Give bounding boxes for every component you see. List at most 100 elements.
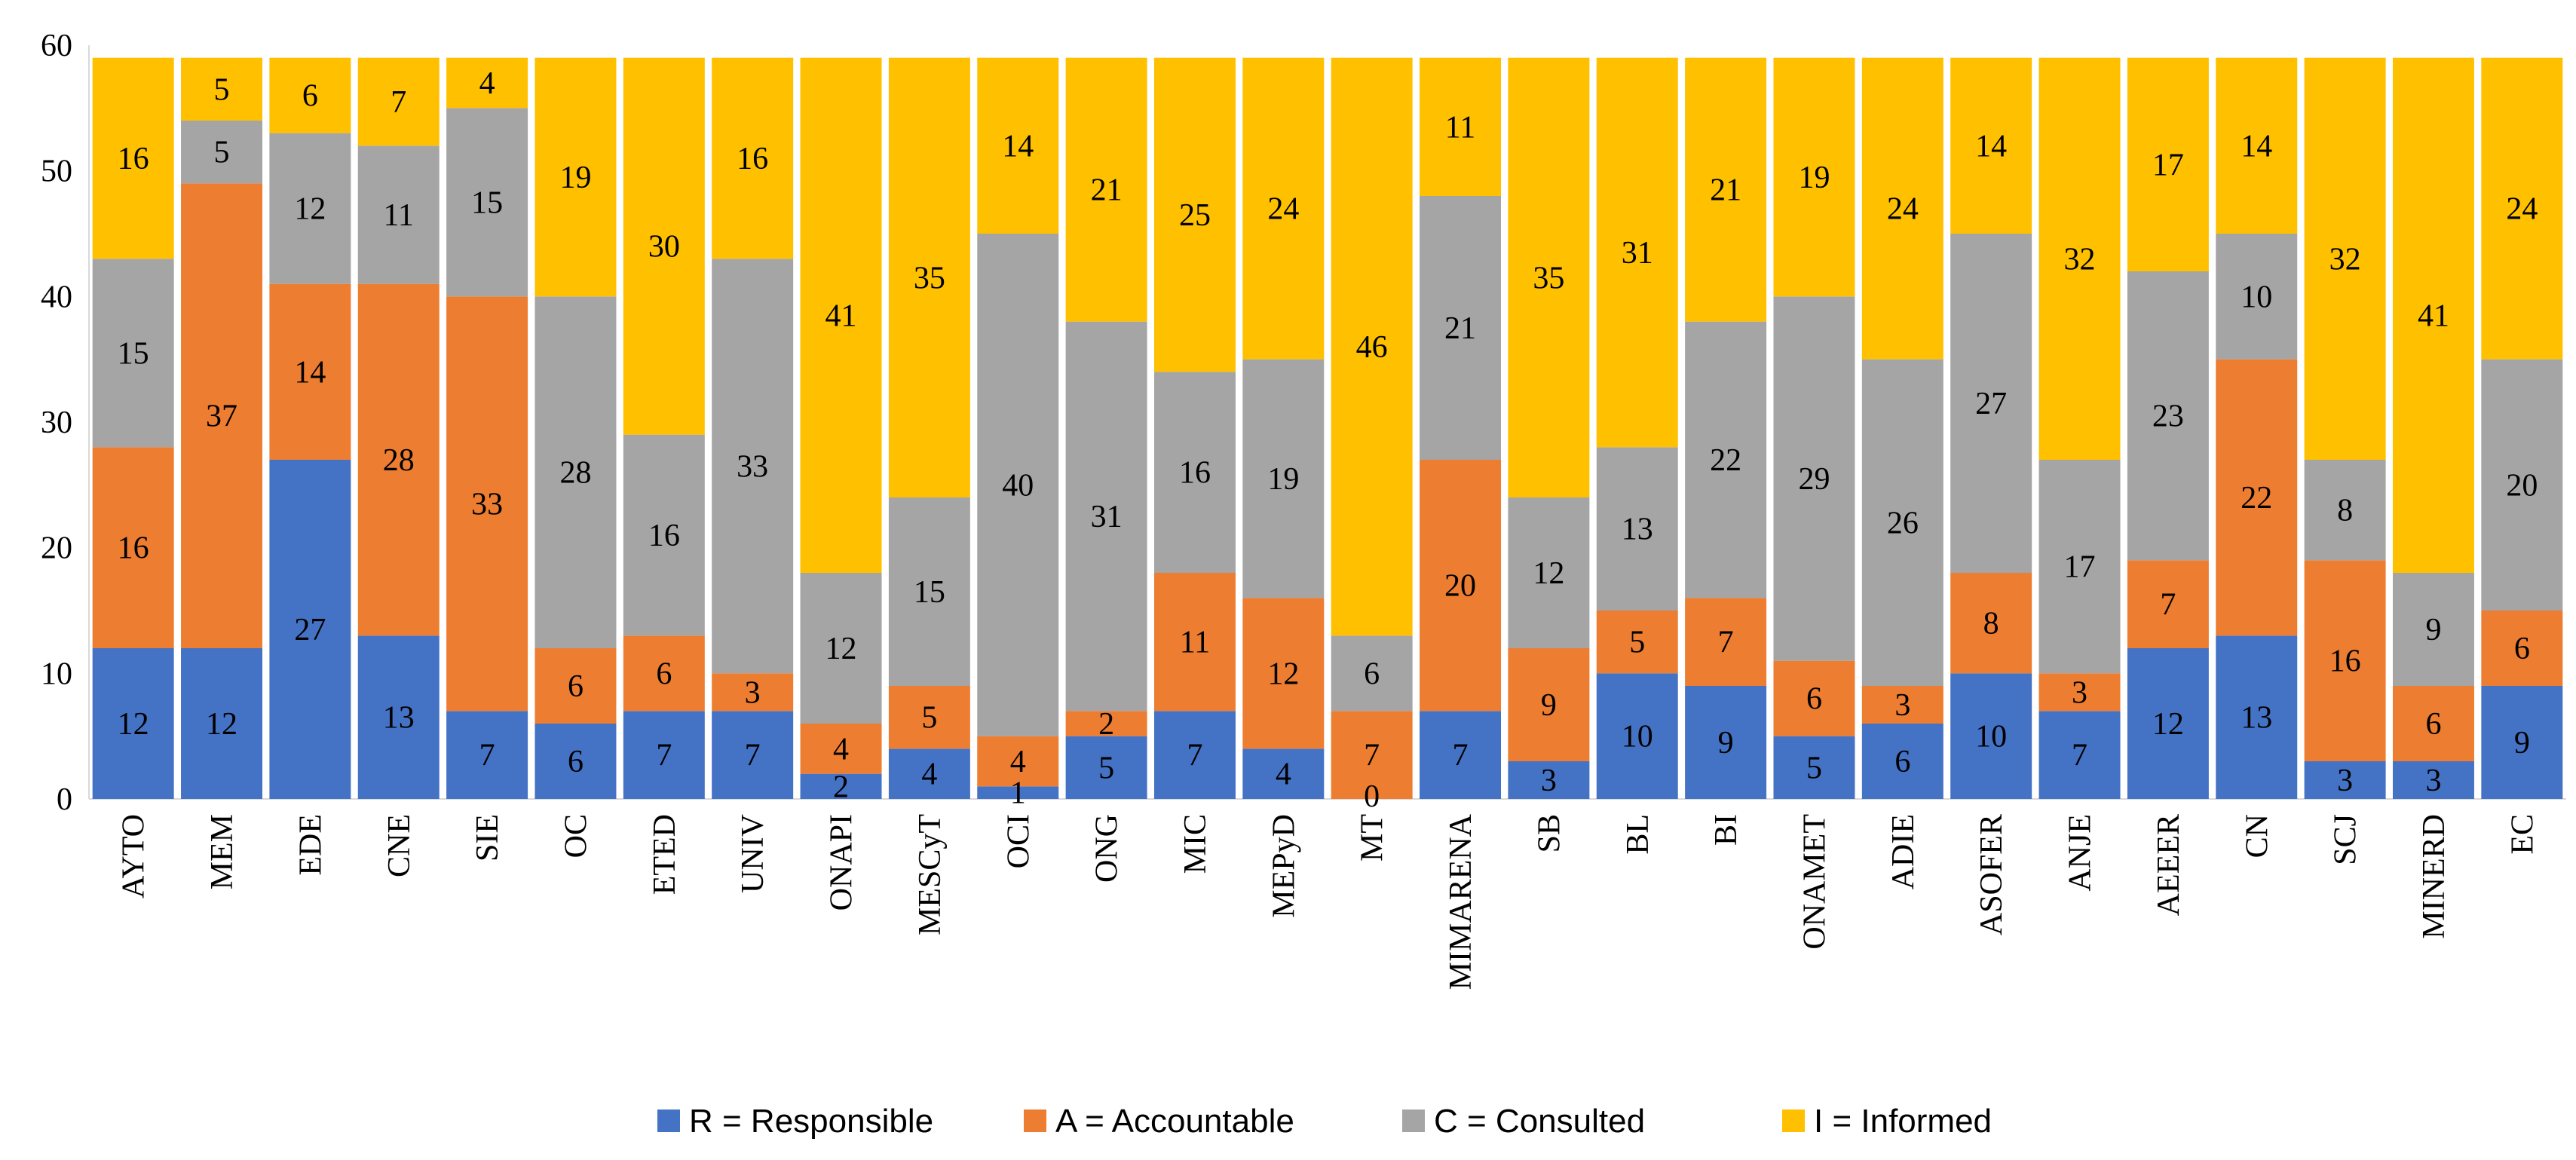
data-label: 7 — [656, 739, 672, 773]
bar-segment — [1153, 57, 1236, 372]
data-label: 6 — [1364, 657, 1380, 691]
bar-segment — [92, 648, 174, 799]
bar-segment — [2392, 686, 2474, 761]
bar-segment — [712, 673, 794, 712]
y-tick-label: 20 — [41, 531, 72, 566]
bar-segment — [623, 57, 705, 435]
data-label: 3 — [745, 675, 761, 710]
x-tick-label: MEPyD — [1267, 814, 1301, 918]
bar-segment — [2038, 711, 2121, 799]
data-label: 28 — [559, 456, 591, 491]
bar-segment — [181, 57, 263, 121]
bar-segment — [1861, 57, 1943, 360]
bar-segment — [1773, 736, 1855, 799]
x-tick-label: AEEER — [2152, 814, 2186, 916]
data-label: 1 — [1010, 776, 1026, 811]
bar-segment — [2304, 57, 2386, 460]
data-label: 7 — [1718, 626, 1734, 660]
bar-segment — [357, 283, 440, 636]
bar-segment — [1331, 711, 1413, 799]
data-label: 0 — [1364, 779, 1380, 814]
bar-segment — [534, 648, 617, 724]
data-label: 40 — [1002, 468, 1034, 503]
data-label: 12 — [294, 192, 326, 227]
data-label: 37 — [206, 399, 237, 434]
data-label: 26 — [1887, 506, 1919, 540]
data-label: 7 — [391, 85, 406, 120]
bar-segment — [534, 57, 617, 297]
data-label: 19 — [1798, 161, 1830, 195]
data-label: 33 — [737, 449, 768, 484]
data-label: 5 — [214, 136, 230, 170]
bar-segment — [2304, 761, 2386, 799]
data-label: 8 — [2337, 494, 2353, 528]
data-label: 22 — [2241, 481, 2272, 516]
legend-swatch — [1024, 1109, 1046, 1132]
bar-segment — [2481, 611, 2563, 686]
bar-segment — [2127, 57, 2209, 272]
x-tick-label: MIMARENA — [1444, 813, 1478, 990]
x-tick-label: MEM — [205, 814, 240, 889]
bar-segment — [1950, 234, 2032, 573]
y-tick-label: 60 — [41, 29, 72, 63]
bar-segment — [712, 57, 794, 259]
data-label: 30 — [648, 230, 680, 265]
x-tick-label: ASOFER — [1974, 814, 2009, 935]
bar-segment — [1596, 673, 1678, 799]
bar-segment — [2481, 57, 2563, 360]
data-label: 6 — [568, 745, 584, 779]
bar-segment — [800, 573, 882, 724]
x-tick-label: MINERD — [2417, 814, 2452, 939]
bar-segment — [1950, 57, 2032, 234]
data-label: 13 — [383, 701, 415, 736]
x-tick-label: SB — [1532, 814, 1567, 852]
x-tick-label: BL — [1621, 814, 1656, 855]
data-label: 4 — [921, 758, 937, 792]
bar-segment — [269, 460, 351, 799]
data-label: 6 — [2425, 707, 2441, 742]
bar-segment — [181, 183, 263, 649]
bar-segment — [888, 686, 970, 749]
bar-segment — [1153, 573, 1236, 712]
bar-segment — [1773, 296, 1855, 661]
data-label: 27 — [1975, 387, 2007, 421]
x-tick-label: CN — [2240, 814, 2274, 858]
data-label: 15 — [118, 336, 149, 371]
bar-segment — [1685, 321, 1767, 598]
bar-segment — [2481, 359, 2563, 611]
x-tick-label: ONG — [1090, 814, 1125, 883]
data-label: 12 — [206, 707, 237, 742]
data-label: 7 — [1453, 739, 1469, 773]
bar-segment — [1950, 673, 2032, 799]
bar-segment — [1508, 497, 1590, 648]
bar-segment — [2304, 460, 2386, 561]
data-label: 32 — [2064, 242, 2096, 277]
data-label: 2 — [833, 770, 849, 804]
bar-segment — [1508, 648, 1590, 761]
data-label: 20 — [1444, 569, 1476, 604]
data-label: 3 — [2425, 764, 2441, 798]
data-label: 9 — [2514, 726, 2530, 761]
data-label: 10 — [1622, 720, 1653, 754]
data-label: 19 — [1267, 462, 1299, 497]
bar-segment — [1685, 57, 1767, 322]
legend-label: I = Informed — [1814, 1103, 1992, 1140]
data-label: 6 — [1806, 682, 1822, 717]
bar-segment — [1420, 460, 1502, 712]
data-label: 3 — [2072, 675, 2087, 710]
bar-segment — [357, 57, 440, 146]
bar-segment — [623, 711, 705, 799]
bars-group — [92, 57, 2563, 799]
bar-segment — [1065, 711, 1147, 736]
bar-segment — [1861, 359, 1943, 686]
legend-swatch — [1782, 1109, 1805, 1132]
data-label: 6 — [568, 669, 584, 704]
data-label: 16 — [737, 142, 768, 176]
bar-segment — [1331, 635, 1413, 712]
data-label: 28 — [383, 443, 415, 478]
x-tick-label: MIC — [1178, 814, 1213, 874]
bar-segment — [269, 57, 351, 133]
bar-segment — [2216, 57, 2298, 234]
bar-segment — [2127, 648, 2209, 799]
